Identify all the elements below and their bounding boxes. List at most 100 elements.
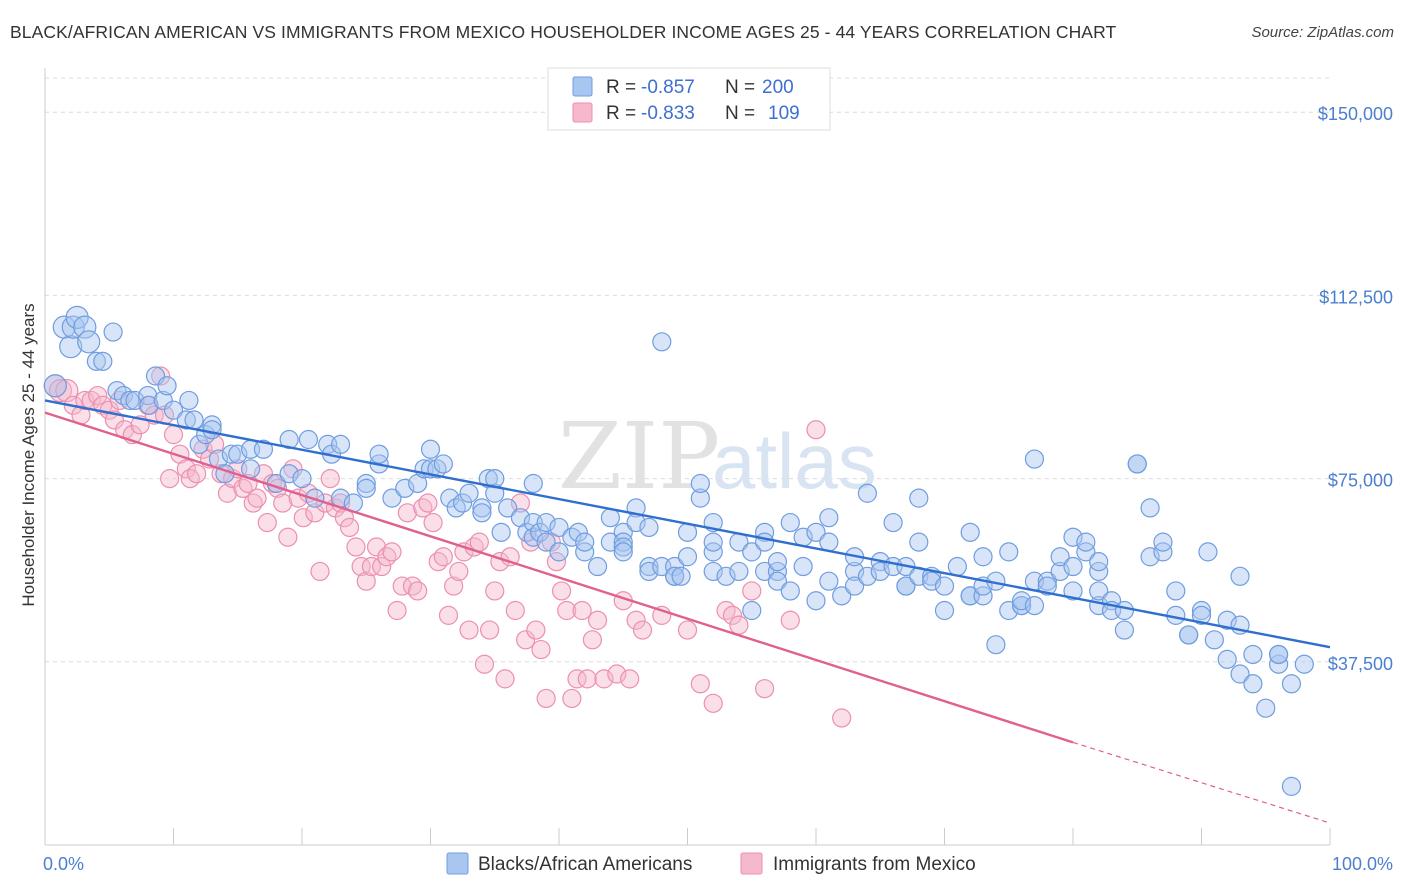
data-point xyxy=(819,508,839,528)
data-point xyxy=(716,566,736,586)
data-point xyxy=(947,556,967,577)
data-point xyxy=(531,639,551,660)
axes xyxy=(44,68,1331,846)
data-point xyxy=(366,537,387,557)
data-point xyxy=(530,522,550,542)
data-point xyxy=(382,488,402,508)
y-tick-label: $150,000 xyxy=(1318,104,1393,124)
data-point xyxy=(1281,674,1302,694)
data-point xyxy=(93,351,113,371)
data-point xyxy=(438,605,459,625)
data-point xyxy=(729,561,749,582)
data-point xyxy=(652,332,672,352)
data-point xyxy=(1063,527,1083,547)
data-point xyxy=(444,576,464,596)
data-point xyxy=(793,556,813,577)
data-point xyxy=(179,390,199,411)
data-point xyxy=(392,576,412,596)
data-point xyxy=(449,561,469,582)
data-point xyxy=(515,630,536,650)
data-point xyxy=(351,556,371,577)
data-point xyxy=(1076,542,1096,562)
data-point xyxy=(1153,532,1173,552)
data-point xyxy=(217,483,238,503)
data-point xyxy=(433,547,453,567)
data-point xyxy=(703,532,723,552)
data-point xyxy=(469,532,489,552)
data-point xyxy=(690,488,710,508)
data-point xyxy=(632,620,653,640)
data-point xyxy=(139,395,159,415)
data-point xyxy=(742,581,762,601)
data-point xyxy=(973,586,993,606)
data-point xyxy=(665,556,685,577)
data-point xyxy=(387,600,407,621)
data-point xyxy=(305,503,325,523)
data-point xyxy=(433,454,453,474)
data-point xyxy=(870,561,890,582)
data-point xyxy=(922,571,942,591)
data-point xyxy=(1089,581,1109,601)
trend-lines xyxy=(44,399,1331,824)
data-point xyxy=(671,566,691,586)
data-point xyxy=(690,473,710,494)
data-point xyxy=(780,512,800,533)
data-point xyxy=(1191,600,1212,621)
data-point xyxy=(1230,664,1250,684)
data-point xyxy=(298,429,319,450)
y-tick-label: $112,500 xyxy=(1319,287,1393,307)
data-point xyxy=(1217,610,1237,630)
data-point xyxy=(472,503,492,523)
data-point xyxy=(459,620,479,640)
data-point xyxy=(59,335,83,359)
data-point xyxy=(607,664,627,684)
data-point xyxy=(1153,542,1173,562)
data-point xyxy=(1114,600,1135,621)
data-point xyxy=(690,674,710,694)
bottom-legend-label-blue: Blacks/African Americans xyxy=(478,854,692,875)
data-point xyxy=(356,478,376,498)
data-point xyxy=(395,478,415,498)
data-point xyxy=(1063,556,1083,577)
data-point xyxy=(138,385,158,406)
data-point xyxy=(857,483,878,503)
data-point xyxy=(523,473,543,494)
data-point xyxy=(1011,591,1032,611)
data-point xyxy=(440,488,460,508)
data-point xyxy=(77,330,101,354)
data-point xyxy=(472,498,492,518)
data-point xyxy=(65,305,89,329)
legend-swatch-blue xyxy=(572,76,593,97)
data-point xyxy=(551,581,572,601)
x-tick-label-max: 100.0% xyxy=(1332,854,1393,874)
data-point xyxy=(767,571,788,591)
legend-n-value-2: 109 xyxy=(768,103,800,124)
data-point xyxy=(176,410,196,430)
legend-box: R = -0.857 N = 200 R = -0.833 N = 109 xyxy=(547,67,831,131)
data-point xyxy=(1037,571,1057,591)
data-point xyxy=(613,542,633,562)
data-point xyxy=(549,542,569,562)
data-point xyxy=(536,512,556,533)
data-point xyxy=(257,512,277,533)
data-point xyxy=(819,532,839,552)
bottom-legend-label-pink: Immigrants from Mexico xyxy=(773,854,976,875)
data-point xyxy=(292,468,312,489)
legend-r-label-1: R = xyxy=(606,77,636,98)
data-point xyxy=(505,600,525,621)
data-point xyxy=(780,610,800,630)
data-point xyxy=(1191,605,1212,625)
data-point xyxy=(88,385,108,406)
data-point xyxy=(1179,625,1199,645)
data-point xyxy=(562,688,582,709)
data-point xyxy=(184,410,204,430)
data-point xyxy=(1127,454,1147,474)
data-point xyxy=(320,468,340,489)
data-point xyxy=(73,315,97,339)
data-point xyxy=(408,581,428,601)
data-point xyxy=(160,468,180,489)
data-point xyxy=(1037,576,1057,596)
data-point xyxy=(474,654,495,674)
watermark-atlas: atlas xyxy=(712,417,877,505)
data-point xyxy=(247,488,267,508)
